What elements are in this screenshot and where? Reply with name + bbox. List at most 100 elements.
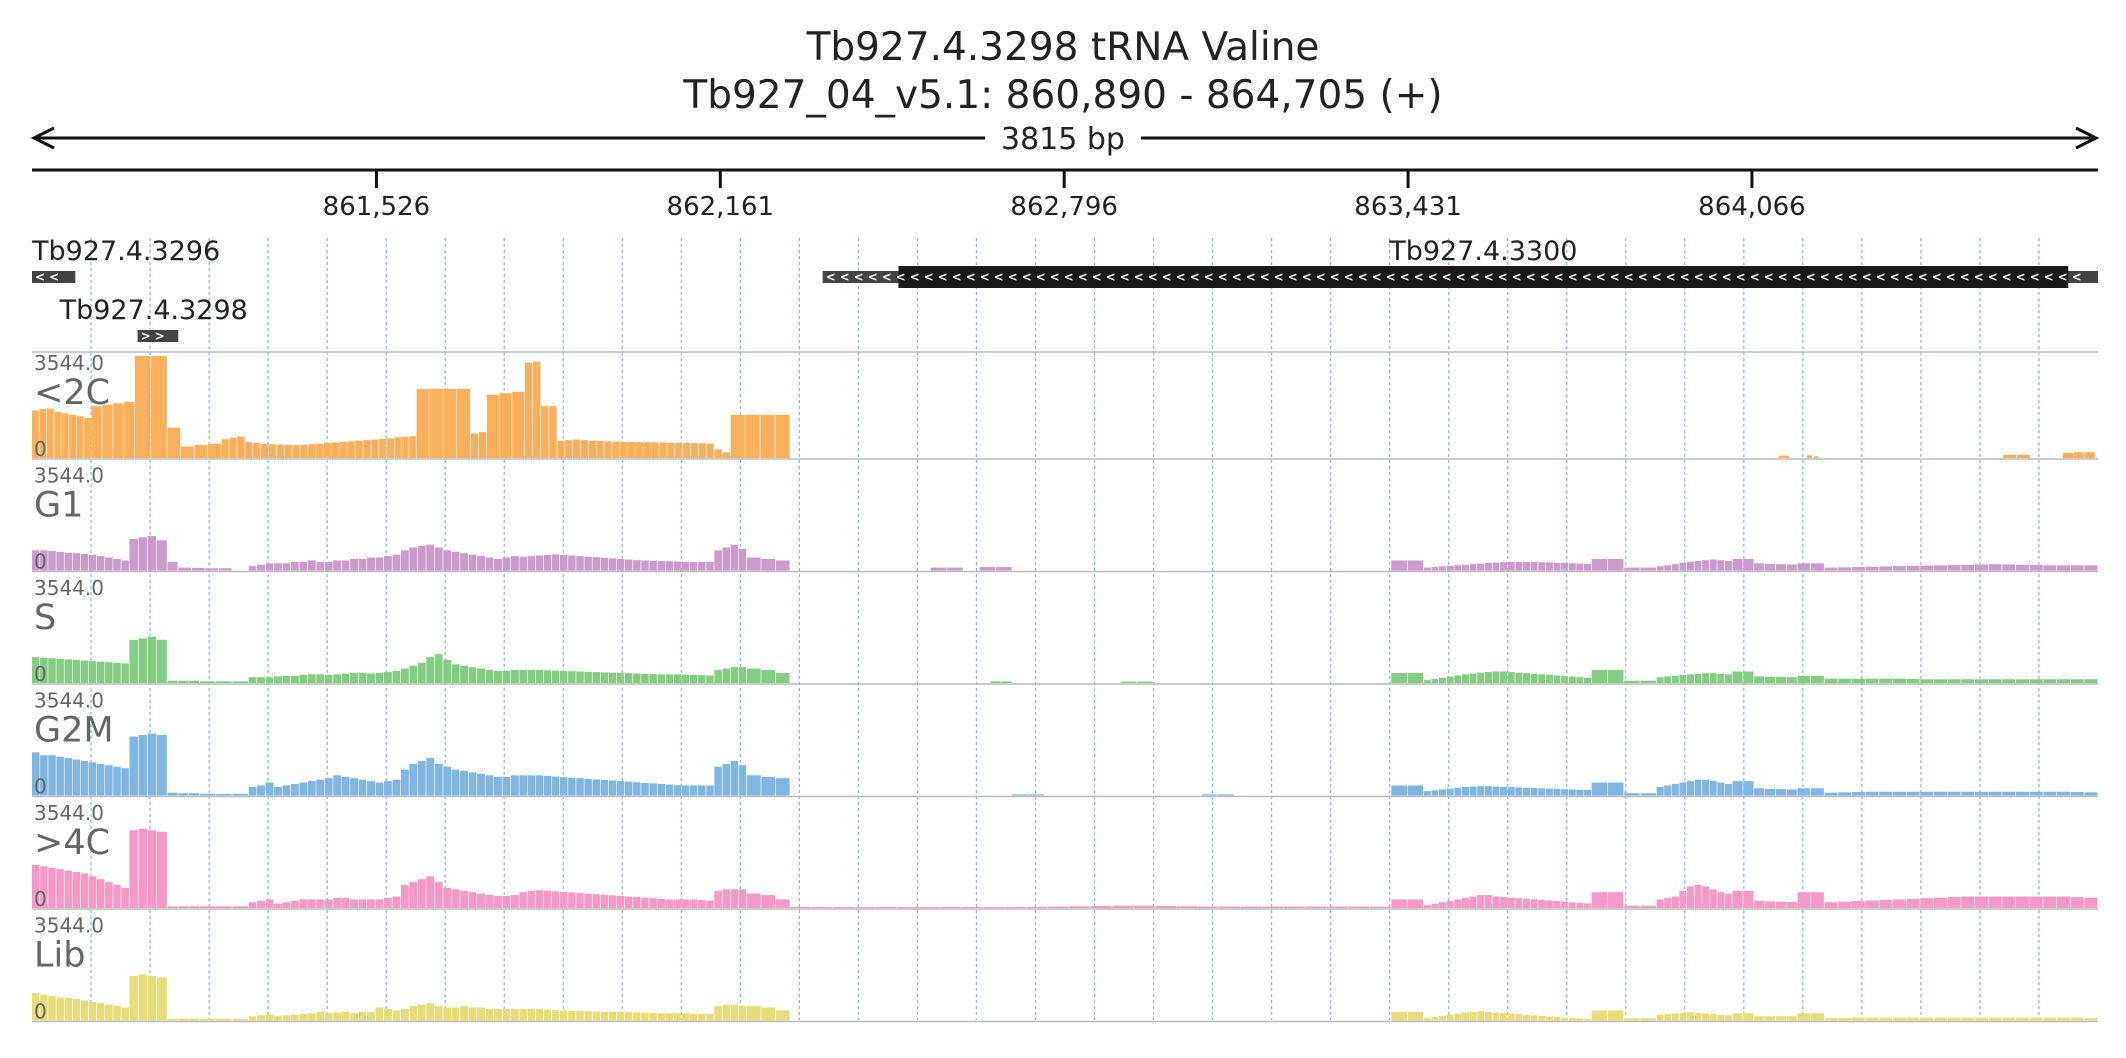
strand-chevron: < bbox=[1806, 270, 1816, 284]
coverage-bar bbox=[1584, 677, 1592, 683]
coverage-bar bbox=[1961, 564, 1975, 571]
coverage-bar bbox=[426, 544, 435, 571]
coverage-bar bbox=[32, 657, 40, 683]
coverage-bar bbox=[341, 897, 350, 908]
coverage-bar bbox=[1754, 900, 1765, 908]
coverage-bar bbox=[535, 555, 544, 571]
coverage-bar bbox=[2070, 792, 2084, 796]
coverage-bar bbox=[1492, 671, 1500, 683]
coverage-bar bbox=[1576, 677, 1584, 683]
strand-chevron: < bbox=[966, 270, 976, 284]
coverage-bar bbox=[316, 1011, 325, 1021]
coverage-bar bbox=[1764, 676, 1776, 683]
coverage-bar bbox=[1920, 679, 1934, 683]
coverage-bar bbox=[443, 659, 452, 683]
coverage-bar bbox=[56, 658, 64, 683]
track-max-label: 3544.0 bbox=[34, 689, 104, 713]
coverage-bar bbox=[1865, 1017, 1879, 1021]
tick-label: 864,066 bbox=[1698, 192, 1806, 222]
coverage-bar bbox=[307, 674, 316, 683]
coverage-bar bbox=[1775, 789, 1787, 796]
coverage-bar bbox=[64, 870, 73, 908]
strand-chevron: < bbox=[1428, 270, 1438, 284]
coverage-bar bbox=[576, 893, 584, 908]
coverage-bar bbox=[443, 1007, 452, 1021]
track-name-label: >4C bbox=[34, 823, 110, 863]
coverage-bar bbox=[1133, 905, 1155, 908]
coverage-bar bbox=[1484, 1011, 1492, 1021]
coverage-bar bbox=[384, 672, 392, 683]
coverage-bar bbox=[147, 975, 156, 1021]
coverage-bar bbox=[1446, 900, 1454, 908]
coverage-bar bbox=[1454, 787, 1462, 796]
coverage-bar bbox=[1933, 791, 1947, 796]
coverage-bar bbox=[1624, 1018, 1640, 1021]
coverage-bar bbox=[167, 680, 178, 683]
coverage-bar bbox=[746, 893, 761, 908]
coverage-bar bbox=[1446, 676, 1454, 683]
coverage-bar bbox=[1824, 567, 1838, 571]
coverage-bar bbox=[1538, 674, 1546, 683]
coverage-bar bbox=[519, 892, 527, 908]
strand-chevron: < bbox=[1750, 270, 1760, 284]
coverage-bar bbox=[2043, 565, 2057, 571]
coverage-bar bbox=[1732, 558, 1743, 571]
coverage-bar bbox=[417, 760, 426, 796]
coverage-bar bbox=[1423, 905, 1431, 908]
coverage-bar bbox=[1717, 892, 1725, 908]
strand-chevron: < bbox=[1120, 270, 1130, 284]
strand-chevron: < bbox=[1820, 270, 1830, 284]
coverage-bar bbox=[138, 537, 147, 571]
coverage-bar bbox=[138, 638, 147, 683]
coverage-bar bbox=[299, 899, 308, 908]
coverage-bar bbox=[167, 906, 178, 908]
coverage-bar bbox=[105, 882, 113, 908]
coverage-bar bbox=[1469, 786, 1477, 796]
coverage-bar bbox=[1671, 564, 1679, 571]
coverage-bar bbox=[1709, 1014, 1717, 1021]
coverage-bar bbox=[1671, 675, 1679, 683]
strand-chevron: < bbox=[1946, 270, 1956, 284]
coverage-bar bbox=[1686, 886, 1694, 908]
coverage-bar bbox=[2073, 452, 2084, 458]
coverage-bar bbox=[651, 442, 659, 458]
coverage-bar bbox=[1906, 791, 1920, 796]
coverage-bar bbox=[64, 659, 73, 683]
coverage-bar bbox=[730, 1004, 739, 1021]
coverage-bar bbox=[194, 445, 208, 458]
strand-chevron: < bbox=[1008, 270, 1018, 284]
coverage-bar bbox=[730, 544, 739, 571]
coverage-bar bbox=[2002, 791, 2016, 796]
coverage-bar bbox=[64, 552, 73, 571]
coverage-bar bbox=[1591, 892, 1608, 908]
coverage-bar bbox=[1686, 674, 1694, 683]
coverage-bar bbox=[88, 876, 97, 908]
coverage-bar bbox=[290, 675, 299, 683]
coverage-bar bbox=[121, 560, 129, 571]
coverage-bar bbox=[1679, 563, 1687, 571]
coverage-bar bbox=[324, 1013, 333, 1021]
coverage-bar bbox=[1446, 1014, 1454, 1021]
coverage-bar bbox=[1026, 906, 1048, 908]
coverage-bar bbox=[1743, 671, 1754, 683]
coverage-bar bbox=[2003, 454, 2017, 458]
strand-chevron: < bbox=[840, 270, 850, 284]
coverage-bar bbox=[40, 994, 48, 1021]
gene-cds bbox=[898, 266, 2069, 288]
strand-chevron: < bbox=[1316, 270, 1326, 284]
coverage-bar bbox=[1947, 679, 1961, 683]
coverage-bar bbox=[1851, 1017, 1865, 1021]
coverage-bar bbox=[417, 879, 426, 908]
coverage-bar bbox=[189, 906, 200, 908]
coverage-bar bbox=[386, 438, 395, 458]
coverage-bar bbox=[616, 1011, 625, 1021]
coverage-bar bbox=[1851, 678, 1865, 683]
coverage-bar bbox=[282, 563, 291, 571]
coverage-bar bbox=[323, 443, 332, 458]
coverage-bar bbox=[689, 899, 698, 908]
coverage-bar bbox=[460, 553, 469, 571]
coverage-bar bbox=[265, 899, 274, 908]
strand-chevron: < bbox=[1414, 270, 1424, 284]
coverage-bar bbox=[854, 906, 876, 908]
